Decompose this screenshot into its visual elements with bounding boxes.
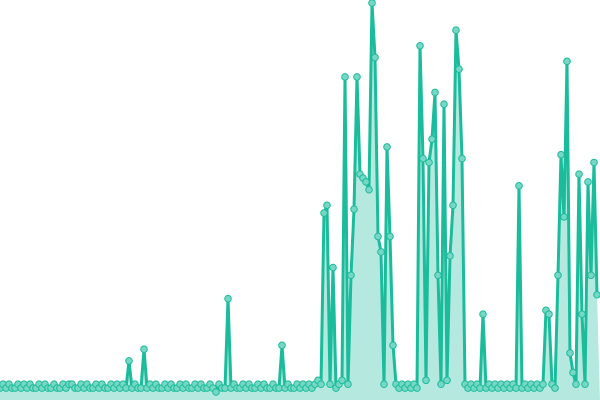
- data-point-197: [587, 271, 595, 280]
- data-point-126: [374, 232, 382, 241]
- data-point-109: [323, 201, 331, 210]
- data-point-123: [365, 185, 373, 194]
- data-point-111: [329, 263, 337, 272]
- data-point-193: [575, 170, 583, 178]
- data-point-195: [581, 380, 589, 389]
- data-point-191: [569, 368, 577, 377]
- data-point-129: [383, 143, 391, 151]
- data-point-148: [440, 100, 448, 108]
- data-point-116: [344, 380, 352, 389]
- data-point-147: [437, 380, 445, 389]
- data-point-43: [125, 357, 133, 365]
- data-point-153: [455, 65, 463, 73]
- data-point-94: [278, 341, 286, 350]
- data-point-145: [431, 88, 439, 97]
- data-point-192: [572, 380, 580, 389]
- data-point-107: [317, 380, 325, 389]
- data-point-150: [446, 252, 454, 260]
- data-point-128: [380, 380, 388, 389]
- data-point-115: [341, 73, 349, 81]
- data-point-143: [425, 158, 433, 167]
- data-point-187: [557, 150, 565, 159]
- data-point-140: [416, 41, 424, 50]
- data-point-144: [428, 135, 436, 143]
- area-layer: [0, 3, 600, 400]
- data-point-161: [479, 310, 487, 319]
- data-point-72: [212, 388, 220, 396]
- data-point-154: [458, 154, 466, 163]
- data-point-189: [563, 57, 571, 66]
- data-point-183: [545, 310, 553, 319]
- data-point-130: [386, 232, 394, 241]
- data-point-151: [449, 201, 457, 210]
- data-point-173: [515, 182, 523, 190]
- data-point-196: [584, 178, 592, 186]
- data-point-119: [353, 73, 361, 81]
- data-point-139: [413, 384, 421, 392]
- data-point-125: [371, 53, 379, 62]
- area-fill: [0, 3, 600, 400]
- data-point-199: [593, 290, 600, 299]
- data-point-188: [560, 213, 568, 221]
- data-point-108: [320, 209, 328, 217]
- data-point-114: [338, 376, 346, 385]
- data-point-185: [551, 384, 559, 392]
- data-point-152: [452, 26, 460, 35]
- data-point-76: [224, 294, 232, 303]
- data-point-149: [443, 376, 451, 385]
- data-point-124: [368, 0, 376, 7]
- data-point-122: [362, 178, 370, 186]
- data-point-146: [434, 271, 442, 280]
- data-point-190: [566, 349, 574, 357]
- data-point-142: [422, 376, 430, 385]
- data-point-110: [326, 380, 334, 389]
- data-point-131: [389, 341, 397, 350]
- data-point-194: [578, 310, 586, 319]
- data-point-117: [347, 271, 355, 280]
- data-point-186: [554, 271, 562, 280]
- data-point-141: [419, 154, 427, 163]
- data-point-127: [377, 248, 385, 256]
- data-point-198: [590, 158, 598, 167]
- data-point-181: [539, 380, 547, 389]
- data-point-118: [350, 205, 358, 213]
- data-point-48: [140, 345, 148, 354]
